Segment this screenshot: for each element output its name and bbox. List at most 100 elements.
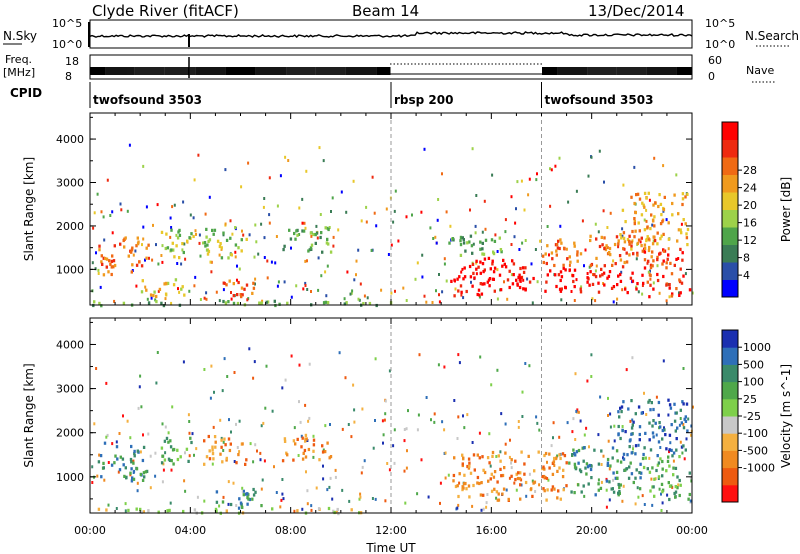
colorbar-tick-label: 4 (743, 269, 750, 282)
colorbar-swatch (722, 227, 738, 245)
echo-patch (215, 487, 263, 510)
colorbar-swatch (722, 122, 738, 140)
colorbar-tick-label: -100 (743, 427, 768, 440)
colorbar-swatch (722, 244, 738, 263)
colorbar-tick-label: 16 (743, 217, 757, 230)
velocity-panel: 1000 2000 3000 4000 Slant Range [km] (22, 317, 694, 516)
echo-patch (160, 436, 193, 466)
colorbar-swatch (722, 347, 738, 365)
x-tick-label: 16:00 (475, 524, 507, 537)
y-tick-label: 2000 (56, 220, 84, 233)
colorbar-tick-label: -1000 (743, 462, 775, 475)
colorbar-tick-label: 500 (743, 358, 764, 371)
freq-tick-bottom: 8 (65, 70, 72, 83)
power-colorbar: 4 8 12 16 20 24 28 Power [dB] (721, 121, 793, 298)
y-tick-label: 4000 (56, 133, 84, 146)
colorbar-swatch (722, 157, 738, 175)
date-title: 13/Dec/2014 (588, 2, 684, 20)
colorbar-swatch (722, 330, 738, 348)
echo-patch (541, 234, 657, 268)
echo-patch (641, 455, 691, 502)
colorbar-swatch (722, 262, 738, 280)
nsky-tick-top: 10^5 (52, 17, 82, 30)
echo-patch (617, 398, 689, 458)
cpid-segment-label: rbsp 200 (394, 93, 453, 107)
colorbar-tick-label: 20 (743, 199, 757, 212)
echo-patch (203, 434, 248, 466)
freq-label-2: [MHz] (3, 66, 35, 79)
colorbar-swatch (722, 139, 738, 158)
nsky-tick-bottom: 10^0 (52, 38, 82, 51)
x-tick-label: 00:00 (676, 524, 708, 537)
y-tick-label: 2000 (56, 427, 84, 440)
cpid-segment-label: twofsound 3503 (93, 93, 202, 107)
nsearch-tick-bottom: 10^0 (705, 38, 735, 51)
nsearch-tick-top: 10^5 (705, 17, 735, 30)
freq-tick-top: 18 (65, 55, 79, 68)
nsearch-label: N.Search (745, 29, 799, 43)
power-panel: 1000 2000 3000 4000 Slant Range [km] (22, 112, 694, 308)
echo-patch (642, 247, 692, 299)
x-tick-label: 08:00 (275, 524, 307, 537)
y-axis-label: Slant Range [km] (22, 157, 36, 261)
y-tick-label: 1000 (56, 263, 84, 276)
nave-tick-bottom: 0 (708, 70, 715, 83)
nave-label: Nave (746, 64, 774, 77)
beam-title: Beam 14 (352, 2, 419, 20)
echo-patch (222, 279, 256, 299)
colorbar-swatch (722, 416, 738, 434)
echo-patch (98, 236, 150, 277)
colorbar-label: Velocity [m s^-1] (779, 364, 793, 468)
velocity-colorbar: 1000 500 100 25 -25 -100 -500 -1000 Velocity [m … (721, 329, 793, 503)
nsky-label: N.Sky (3, 29, 37, 43)
colorbar-swatch (722, 364, 738, 383)
echo-patch (203, 226, 248, 260)
echo-patch (92, 299, 393, 308)
x-tick-label: 00:00 (74, 524, 106, 537)
x-axis-label: Time UT (365, 541, 416, 554)
colorbar-label: Power [dB] (779, 177, 793, 242)
colorbar-swatch (722, 484, 738, 503)
colorbar-tick-label: -500 (743, 444, 768, 457)
colorbar-swatch (722, 192, 738, 210)
colorbar-tick-label: 24 (743, 182, 757, 195)
nsky-panel-frame (89, 19, 693, 49)
echo-patch (516, 265, 644, 295)
colorbar-swatch (722, 209, 738, 228)
sparse-echoes (91, 143, 694, 305)
colorbar-tick-label: 28 (743, 164, 757, 177)
x-tick-label: 20:00 (576, 524, 608, 537)
y-axis-label: Slant Range [km] (22, 363, 36, 467)
echo-patch (97, 506, 363, 516)
echo-patch (450, 256, 519, 298)
colorbar-swatch (722, 433, 738, 451)
freq-label-1: Freq. (5, 53, 32, 66)
station-title: Clyde River (fitACF) (92, 2, 239, 20)
time-axis-ticks: 00:00 04:00 08:00 12:00 16:00 20:00 00:00 (74, 524, 708, 537)
colorbar-tick-label: 100 (743, 376, 764, 389)
echo-patch (97, 441, 149, 483)
colorbar-tick-label: -25 (743, 410, 761, 423)
y-tick-label: 3000 (56, 383, 84, 396)
nsky-trace (89, 31, 693, 38)
echo-patch (568, 446, 643, 497)
colorbar-swatch (722, 398, 738, 417)
colorbar-tick-label: 12 (743, 234, 757, 247)
echo-patch (448, 234, 503, 257)
colorbar-tick-label: 25 (743, 393, 757, 406)
colorbar-swatch (722, 381, 738, 400)
y-tick-label: 4000 (56, 338, 84, 351)
x-tick-label: 04:00 (174, 524, 206, 537)
echo-patch (282, 226, 333, 254)
cpid-segments: twofsound 3503 rbsp 200 twofsound 3503 (89, 82, 654, 108)
colorbar-swatch (722, 450, 738, 469)
echo-patch (281, 433, 333, 463)
y-tick-label: 3000 (56, 177, 84, 190)
cpid-segment-label: twofsound 3503 (545, 93, 654, 107)
echo-patch (452, 450, 568, 502)
y-tick-label: 1000 (56, 471, 84, 484)
colorbar-swatch (722, 174, 738, 193)
colorbar-tick-label: 1000 (743, 341, 771, 354)
colorbar-tick-label: 8 (743, 252, 750, 265)
